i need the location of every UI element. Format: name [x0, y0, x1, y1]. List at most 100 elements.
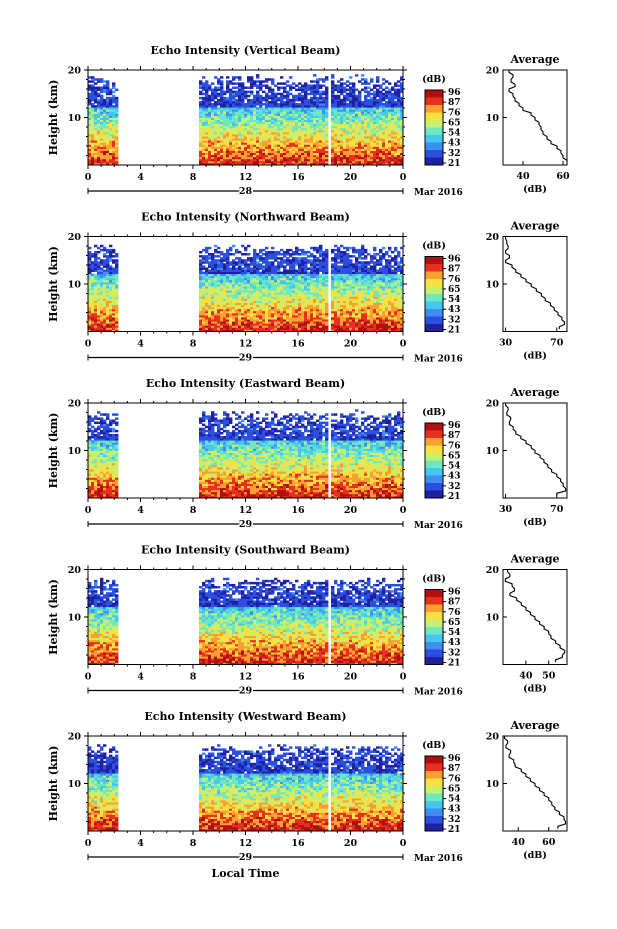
- heatmap-cell: [283, 250, 287, 254]
- heatmap-cell: [202, 103, 206, 106]
- heatmap-cell: [202, 119, 206, 123]
- heatmap-cell: [91, 158, 95, 162]
- heatmap-cell: [367, 158, 371, 162]
- heatmap-cell: [343, 125, 347, 129]
- heatmap-cell: [400, 84, 404, 87]
- heatmap-cell: [253, 127, 257, 131]
- heatmap-cell: [379, 134, 383, 137]
- heatmap-cell: [382, 117, 386, 120]
- heatmap-cell: [202, 255, 206, 258]
- heatmap-cell: [370, 156, 374, 160]
- heatmap-cell: [346, 94, 350, 98]
- heatmap-cell: [97, 86, 101, 89]
- heatmap-cell: [88, 152, 92, 156]
- heatmap-cell: [208, 100, 212, 104]
- heatmap-cell: [331, 92, 335, 96]
- heatmap-cell: [364, 103, 368, 106]
- colorbar-segment: [425, 92, 443, 95]
- heatmap-cell: [202, 271, 206, 275]
- heatmap-cell: [265, 156, 269, 160]
- heatmap-cell: [217, 125, 221, 129]
- heatmap-cell: [316, 131, 320, 135]
- heatmap-cell: [346, 92, 350, 96]
- heatmap-cell: [400, 82, 404, 85]
- heatmap-cell: [250, 131, 254, 135]
- heatmap-cell: [364, 121, 368, 125]
- heatmap-cell: [352, 98, 356, 102]
- heatmap-cell: [103, 140, 107, 143]
- heatmap-cell: [355, 144, 359, 147]
- heatmap-cell: [286, 140, 290, 143]
- heatmap-cell: [391, 154, 395, 158]
- heatmap-cell: [286, 103, 290, 106]
- heatmap-cell: [367, 162, 371, 166]
- heatmap-cell: [379, 152, 383, 156]
- heatmap-cell: [292, 119, 296, 123]
- heatmap-cell: [319, 136, 323, 139]
- heatmap-cell: [250, 129, 254, 133]
- heatmap-cell: [319, 127, 323, 131]
- heatmap-cell: [280, 119, 284, 123]
- heatmap-cell: [340, 113, 344, 116]
- heatmap-cell: [256, 129, 260, 133]
- heatmap-cell: [91, 125, 95, 129]
- heatmap-cell: [268, 136, 272, 139]
- heatmap-cell: [274, 156, 278, 160]
- heatmap-cell: [115, 105, 119, 108]
- heatmap-cell: [325, 150, 329, 154]
- heatmap-cell: [310, 127, 314, 131]
- heatmap-cell: [379, 90, 383, 94]
- average-x-tick-label: 60: [556, 171, 570, 182]
- heatmap-cell: [307, 86, 311, 89]
- heatmap-cell: [265, 129, 269, 133]
- heatmap-cell: [319, 154, 323, 158]
- heatmap-cell: [379, 86, 383, 89]
- heatmap-cell: [283, 158, 287, 162]
- heatmap-cell: [250, 146, 254, 149]
- heatmap-cell: [112, 90, 116, 94]
- heatmap-cell: [337, 96, 341, 100]
- heatmap-cell: [331, 146, 335, 149]
- heatmap-cell: [367, 134, 371, 137]
- heatmap-cell: [229, 127, 233, 131]
- heatmap-cell: [235, 134, 239, 137]
- heatmap-cell: [271, 90, 275, 94]
- colorbar-segment: [425, 115, 443, 117]
- heatmap-cell: [397, 134, 401, 137]
- heatmap-cell: [364, 78, 368, 81]
- heatmap-cell: [100, 152, 104, 156]
- heatmap-cell: [208, 117, 212, 120]
- heatmap-cell: [253, 107, 257, 110]
- heatmap-cell: [343, 156, 347, 160]
- heatmap-cell: [292, 150, 296, 154]
- heatmap-cell: [397, 115, 401, 118]
- heatmap-cell: [337, 125, 341, 129]
- heatmap-cell: [304, 98, 308, 102]
- heatmap-cell: [358, 156, 362, 160]
- heatmap-cell: [220, 119, 224, 123]
- heatmap-cell: [214, 121, 218, 125]
- heatmap-cell: [208, 119, 212, 123]
- heatmap-cell: [103, 246, 107, 250]
- heatmap-cell: [259, 115, 263, 118]
- colorbar-tick-label: 43: [448, 139, 461, 149]
- heatmap-cell: [259, 86, 263, 89]
- heatmap-cell: [367, 127, 371, 131]
- heatmap-cell: [109, 244, 113, 248]
- month-year-label: Mar 2016: [414, 188, 463, 198]
- heatmap-cell: [304, 129, 308, 133]
- heatmap-cell: [88, 321, 92, 324]
- heatmap-cell: [379, 142, 383, 145]
- heatmap-cell: [256, 148, 260, 151]
- heatmap-cell: [280, 150, 284, 154]
- heatmap-cell: [94, 115, 98, 118]
- heatmap-cell: [265, 107, 269, 110]
- heatmap-cell: [295, 131, 299, 135]
- heatmap-cell: [205, 162, 209, 166]
- heatmap-cell: [352, 113, 356, 116]
- heatmap-cell: [298, 88, 302, 92]
- heatmap-cell: [337, 115, 341, 118]
- heatmap-cell: [397, 105, 401, 108]
- heatmap-cell: [208, 142, 212, 145]
- heatmap-cell: [370, 123, 374, 127]
